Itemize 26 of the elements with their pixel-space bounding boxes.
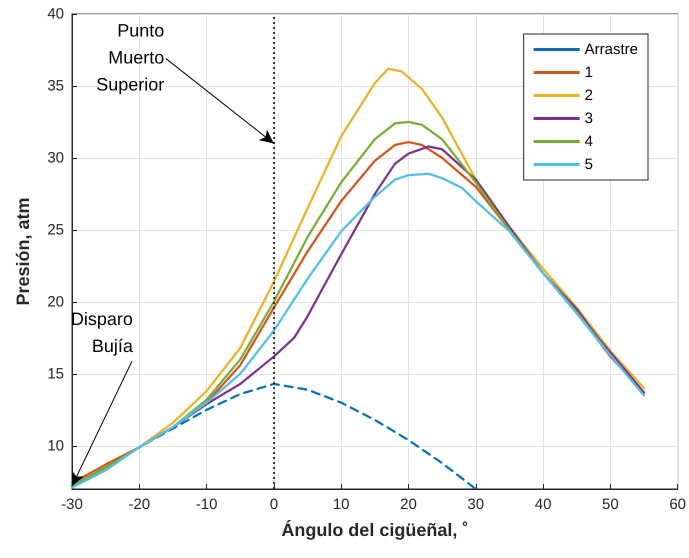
x-tick-label: 60 [669, 496, 686, 513]
y-tick-label: 20 [47, 293, 64, 310]
y-tick-label: 15 [47, 365, 64, 382]
x-tick-label: 10 [332, 496, 350, 513]
legend-label: 2 [584, 87, 593, 104]
y-tick-label: 25 [47, 221, 64, 238]
legend-label: 5 [584, 156, 593, 173]
y-tick-label: 40 [47, 6, 64, 22]
y-tick-label: 35 [47, 77, 64, 94]
x-tick-label: 50 [602, 496, 619, 513]
x-tick-label: -30 [61, 496, 83, 513]
x-tick-label: 0 [270, 496, 278, 513]
x-axis-title: Ángulo del cigüeñal, ˚ [281, 520, 468, 540]
legend-label: 1 [584, 64, 593, 81]
x-tick-label: 20 [400, 496, 417, 513]
y-axis-title: Presión, atm [13, 197, 33, 306]
annotation: Punto Muerto Superior [96, 20, 164, 94]
legend-label: 3 [584, 110, 593, 127]
x-tick-label: 30 [467, 496, 484, 513]
legend-label: Arrastre [584, 41, 638, 58]
y-tick-label: 30 [47, 149, 64, 166]
x-tick-label: -10 [196, 496, 218, 513]
legend-label: 4 [584, 133, 593, 150]
y-tick-label: 10 [47, 437, 64, 454]
x-tick-label: 40 [534, 496, 552, 513]
x-tick-label: -20 [128, 496, 150, 513]
